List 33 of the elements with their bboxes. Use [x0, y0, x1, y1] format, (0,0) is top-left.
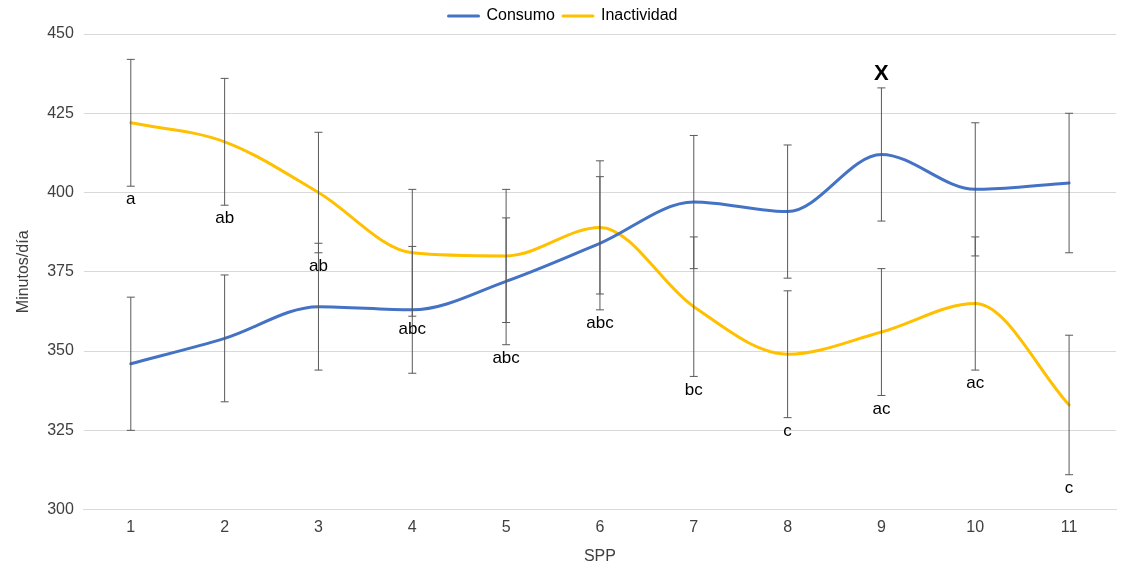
legend-label: Inactividad	[600, 6, 678, 24]
annotation: abc	[398, 319, 427, 339]
x-tick-label: 5	[501, 517, 511, 535]
x-tick-label: 8	[783, 517, 793, 535]
x-tick-label: 6	[595, 517, 605, 535]
x-axis-title: SPP	[583, 546, 616, 564]
x-tick-label: 4	[407, 517, 417, 535]
annotation: abc	[586, 313, 615, 333]
annotation: X	[874, 59, 890, 85]
y-tick-label: 325	[47, 420, 74, 438]
x-tick-label: 1	[126, 517, 136, 535]
y-tick-label: 300	[47, 500, 74, 518]
y-tick-label: 350	[47, 341, 74, 359]
y-tick-label: 450	[47, 24, 74, 42]
annotation: a	[126, 189, 137, 209]
annotation: bc	[684, 379, 704, 399]
x-tick-label: 7	[689, 517, 699, 535]
y-tick-label: 425	[47, 103, 74, 121]
y-axis-title: Minutos/día	[14, 230, 32, 314]
x-tick-label: 2	[220, 517, 230, 535]
y-tick-label: 400	[47, 182, 74, 200]
annotation: ac	[872, 398, 891, 418]
legend-label: Consumo	[486, 6, 556, 24]
annotation: abc	[492, 347, 521, 367]
y-tick-label: 375	[47, 262, 74, 280]
annotation: ab	[215, 208, 235, 228]
x-tick-label: 10	[966, 517, 985, 535]
annotation: ac	[966, 373, 985, 393]
x-tick-label: 11	[1060, 517, 1078, 535]
x-tick-label: 9	[876, 517, 886, 535]
annotation: c	[783, 420, 793, 440]
annotation: c	[1064, 477, 1074, 497]
x-tick-label: 3	[314, 517, 324, 535]
